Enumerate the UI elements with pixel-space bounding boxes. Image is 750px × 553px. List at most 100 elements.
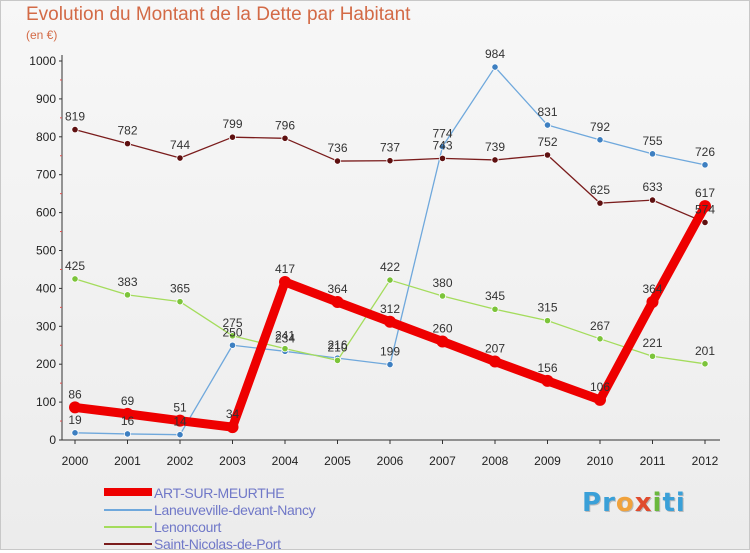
data-label: 774 (432, 127, 452, 141)
data-point (121, 407, 134, 420)
x-tick-label: 2010 (587, 454, 614, 468)
data-label: 275 (222, 316, 242, 330)
x-tick-label: 2000 (62, 454, 89, 468)
data-point (543, 151, 552, 159)
y-tick-label: 500 (36, 244, 56, 258)
data-point (386, 360, 394, 369)
data-point (596, 199, 604, 207)
data-point (174, 414, 186, 427)
legend-swatch (104, 526, 152, 528)
data-point (491, 156, 499, 164)
x-tick-label: 2002 (167, 454, 194, 468)
data-label: 210 (327, 340, 347, 354)
logo-letter: o (615, 488, 635, 518)
data-label: 737 (380, 141, 400, 155)
data-label: 51 (173, 401, 187, 415)
x-tick-label: 2008 (482, 454, 509, 468)
logo-letter: r (602, 488, 616, 518)
data-point (123, 140, 132, 148)
data-label: 19 (68, 413, 82, 427)
data-point (331, 296, 344, 309)
data-label: 250 (222, 325, 242, 339)
data-point (438, 292, 447, 300)
x-tick-label: 2005 (324, 454, 351, 468)
data-point (438, 143, 447, 151)
y-tick-label: 200 (36, 357, 56, 371)
data-point (333, 157, 342, 165)
y-tick-label: 900 (36, 92, 56, 106)
x-tick-label: 2009 (534, 454, 561, 468)
data-label: 106 (590, 380, 610, 394)
data-label: 417 (275, 262, 295, 276)
legend-label: Laneuveville-devant-Nancy (154, 502, 316, 518)
data-point (699, 200, 711, 213)
data-label: 34 (226, 407, 240, 421)
data-label: 207 (485, 342, 505, 356)
legend-swatch (104, 488, 152, 496)
x-tick-label: 2011 (640, 454, 666, 468)
data-point (386, 157, 394, 165)
legend-item-laneuveville: Laneuveville-devant-Nancy (104, 502, 424, 519)
data-label: 201 (695, 344, 715, 358)
data-point (701, 218, 709, 227)
data-point (596, 335, 604, 343)
legend: ART-SUR-MEURTHE Laneuveville-devant-Nanc… (104, 485, 424, 553)
data-point (646, 296, 659, 309)
axes: 0 100 200 300 400 500 600 700 800 900 1000 2000 2001… (29, 54, 720, 468)
data-point (69, 401, 81, 414)
data-point (491, 305, 499, 313)
data-label: 726 (695, 145, 715, 159)
data-label: 315 (537, 301, 557, 315)
legend-item-lenoncourt: Lenoncourt (104, 519, 424, 536)
data-point (541, 374, 554, 387)
data-point (226, 421, 239, 434)
logo-letter: P (582, 488, 603, 518)
proxiti-logo: Proxiti (582, 488, 686, 518)
y-tick-label: 400 (36, 281, 56, 295)
data-label: 736 (327, 141, 347, 155)
data-label: 792 (590, 120, 610, 134)
data-label: 234 (275, 331, 295, 345)
data-point (333, 356, 342, 365)
data-label: 625 (590, 183, 610, 197)
chart-subtitle: (en €) (26, 28, 58, 42)
data-label: 216 (327, 338, 347, 352)
data-point (176, 298, 184, 306)
data-label: 422 (380, 260, 400, 274)
data-label: 617 (695, 186, 715, 200)
logo-letter: x (634, 488, 653, 518)
x-tick-label: 2006 (377, 454, 404, 468)
data-label: 16 (121, 414, 135, 428)
logo-letter: t (662, 488, 676, 518)
data-point (438, 154, 447, 163)
data-point (176, 431, 184, 439)
data-label: 364 (642, 282, 662, 296)
data-label: 86 (68, 387, 82, 401)
data-point (71, 275, 79, 283)
logo-letter: i (652, 488, 663, 518)
data-point (489, 355, 501, 368)
data-labels: 86 69 51 34 417 364 312 260 207 156 106 364 617 19 16 1… (65, 47, 715, 429)
data-point (543, 317, 552, 325)
data-point (491, 63, 499, 71)
legend-swatch (104, 543, 152, 545)
data-label: 755 (642, 134, 662, 148)
chart-title: Evolution du Montant de la Dette par Hab… (26, 4, 411, 25)
data-label: 380 (432, 276, 452, 290)
data-label: 425 (65, 259, 85, 273)
data-point (228, 341, 237, 349)
data-point (228, 133, 237, 141)
legend-item-art-sur-meurthe: ART-SUR-MEURTHE (104, 485, 424, 502)
data-point (384, 315, 396, 328)
y-tick-label: 600 (36, 206, 56, 220)
data-label: 799 (222, 117, 242, 131)
data-point (71, 429, 79, 437)
data-label: 752 (537, 135, 557, 149)
data-point (176, 154, 184, 162)
y-tick-label: 1000 (29, 54, 56, 68)
data-label: 364 (327, 282, 347, 296)
x-tick-label: 2012 (692, 454, 719, 468)
x-tick-label: 2004 (272, 454, 299, 468)
data-label: 267 (590, 319, 610, 333)
